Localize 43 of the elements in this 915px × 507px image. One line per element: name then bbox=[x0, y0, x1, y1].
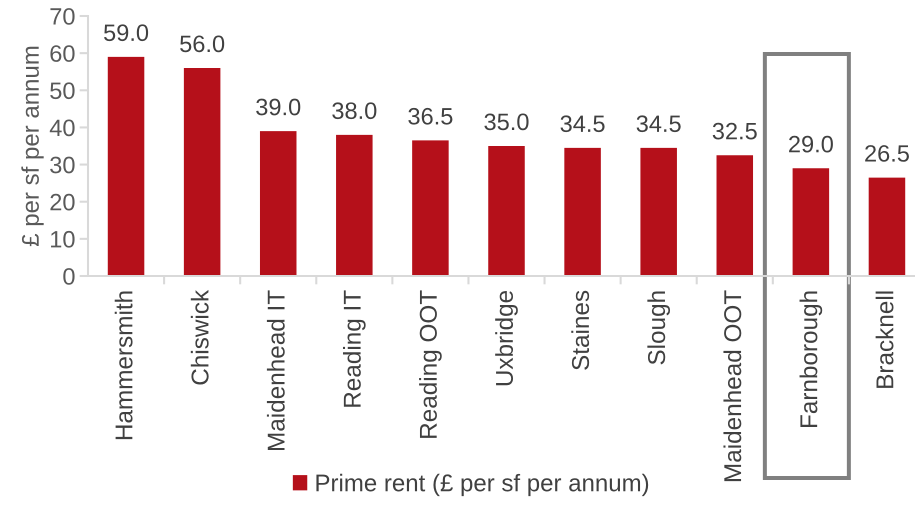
x-tick-label: Bracknell bbox=[876, 292, 894, 388]
data-label: 56.0 bbox=[180, 36, 224, 52]
x-tick-label: Farnborough bbox=[800, 291, 822, 428]
x-tick-label: Maidenhead OOT bbox=[723, 290, 742, 482]
data-label: 36.5 bbox=[408, 108, 452, 125]
y-tick-label: 0 bbox=[63, 268, 75, 285]
bar bbox=[184, 68, 220, 276]
data-label: 29.0 bbox=[789, 136, 833, 153]
data-label: 34.5 bbox=[560, 115, 605, 132]
x-tick-label: Reading OOT bbox=[419, 290, 442, 438]
y-tick-label: 30 bbox=[50, 156, 75, 174]
y-tick-label: 60 bbox=[50, 45, 75, 62]
data-label: 34.5 bbox=[636, 115, 681, 132]
data-label: 38.0 bbox=[332, 102, 376, 120]
x-tick-label: Chiswick bbox=[190, 290, 209, 385]
data-label: 59.0 bbox=[104, 24, 148, 42]
bar bbox=[640, 148, 677, 276]
bar bbox=[336, 134, 373, 276]
x-tick-label: Slough bbox=[647, 291, 670, 364]
y-tick-label: 10 bbox=[51, 230, 75, 248]
data-label: 35.0 bbox=[484, 114, 529, 130]
y-tick-label: 50 bbox=[50, 82, 75, 100]
x-tick-label: Reading IT bbox=[342, 290, 366, 407]
y-tick-label: 40 bbox=[50, 119, 75, 136]
x-tick-label: Uxbridge bbox=[495, 290, 518, 386]
bar bbox=[108, 56, 144, 276]
bar bbox=[868, 178, 906, 276]
bar bbox=[716, 155, 754, 276]
data-label: 39.0 bbox=[256, 98, 300, 116]
data-label: 26.5 bbox=[865, 145, 909, 162]
bar bbox=[488, 146, 525, 276]
bar bbox=[260, 131, 296, 276]
bar bbox=[412, 140, 449, 276]
y-tick-label: 70 bbox=[50, 8, 75, 25]
bar bbox=[792, 168, 830, 276]
bar bbox=[564, 148, 601, 276]
y-axis-title: £ per sf per annum bbox=[21, 46, 44, 246]
x-tick-label: Staines bbox=[571, 290, 590, 370]
legend-label: Prime rent (£ per sf per annum) bbox=[316, 474, 648, 496]
y-tick-label: 20 bbox=[50, 194, 75, 210]
x-tick-label: Maidenhead IT bbox=[266, 290, 285, 450]
x-tick-label: Hammersmith bbox=[114, 291, 133, 440]
data-label: 32.5 bbox=[712, 122, 757, 140]
